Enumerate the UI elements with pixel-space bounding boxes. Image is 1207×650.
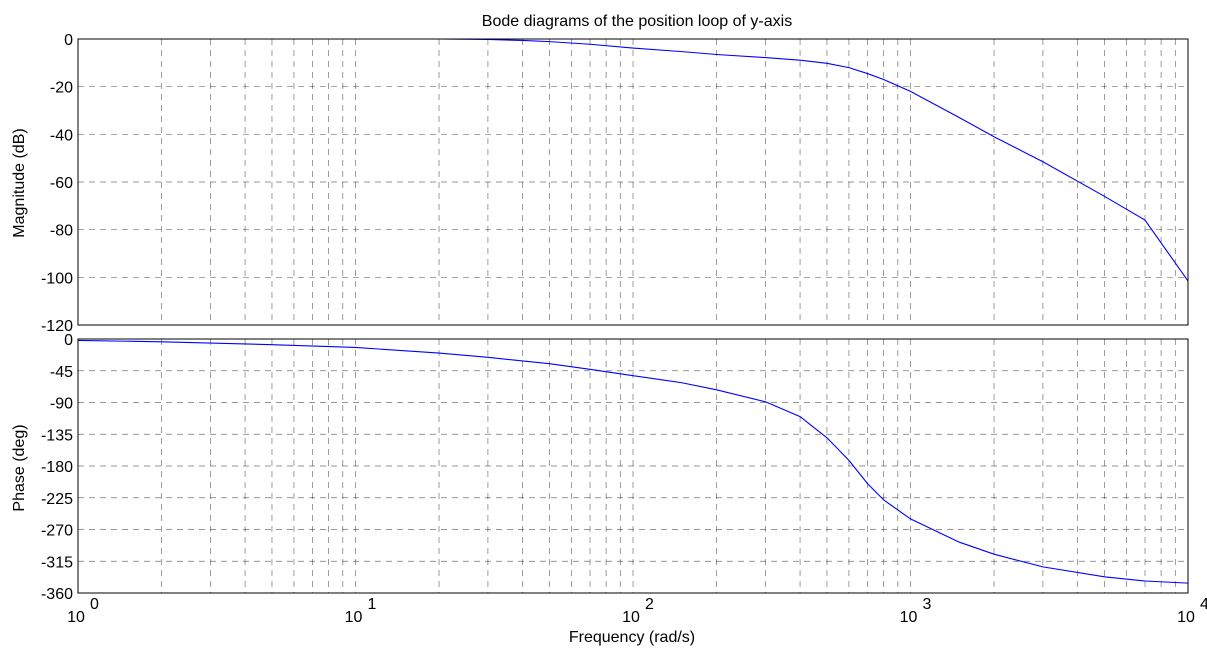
magnitude-panel: 0 -20 -40 -60 -80 -100 -120 bbox=[41, 32, 1189, 335]
magnitude-axis-label: Magnitude (dB) bbox=[11, 128, 28, 237]
phase-ytick-label: -180 bbox=[41, 459, 73, 476]
phase-ytick-label: -315 bbox=[41, 554, 73, 571]
phase-panel: 0 -45 -90 -135 -180 -225 -270 -315 -360 bbox=[41, 332, 1189, 603]
phase-ytick-label: -225 bbox=[41, 491, 73, 508]
x-tick-exponent: 4 bbox=[1200, 596, 1207, 613]
magnitude-ytick-label: -100 bbox=[41, 270, 73, 287]
x-tick-label: 10 bbox=[67, 609, 85, 626]
magnitude-ytick-label: -40 bbox=[50, 127, 73, 144]
x-tick-exponent: 2 bbox=[645, 596, 654, 613]
magnitude-ytick-label: -80 bbox=[50, 223, 73, 240]
phase-axis-label: Phase (deg) bbox=[11, 424, 28, 511]
magnitude-ytick-label: -120 bbox=[41, 318, 73, 335]
magnitude-frame bbox=[77, 38, 1189, 326]
phase-curve bbox=[77, 339, 1189, 584]
phase-ytick-label: -90 bbox=[50, 396, 73, 413]
magnitude-ytick-label: -60 bbox=[50, 175, 73, 192]
x-tick-exponent: 0 bbox=[90, 596, 99, 613]
x-tick-label: 10 bbox=[900, 609, 918, 626]
phase-ytick-label: -45 bbox=[50, 364, 73, 381]
x-tick-exponent: 3 bbox=[923, 596, 932, 613]
x-axis-label: Frequency (rad/s) bbox=[569, 629, 695, 646]
magnitude-ytick-label: -20 bbox=[50, 80, 73, 97]
x-tick-label: 10 bbox=[1177, 609, 1195, 626]
phase-ytick-label: -270 bbox=[41, 523, 73, 540]
x-tick-label: 10 bbox=[622, 609, 640, 626]
magnitude-ytick-label: 0 bbox=[64, 32, 73, 49]
phase-ytick-label: -135 bbox=[41, 427, 73, 444]
x-tick-exponent: 1 bbox=[368, 596, 377, 613]
phase-ytick-label: -360 bbox=[41, 586, 73, 603]
chart-title: Bode diagrams of the position loop of y-… bbox=[482, 13, 792, 30]
magnitude-curve bbox=[78, 38, 1189, 282]
phase-frame bbox=[77, 338, 1189, 594]
phase-ytick-label: 0 bbox=[64, 332, 73, 349]
x-tick-label: 10 bbox=[345, 609, 363, 626]
